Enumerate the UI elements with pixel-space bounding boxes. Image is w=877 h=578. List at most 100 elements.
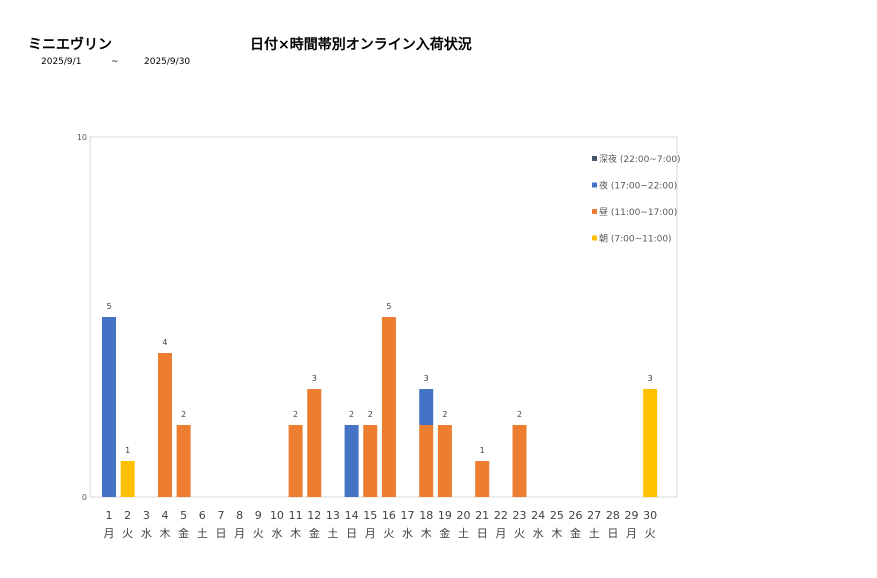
bar-segment xyxy=(363,425,378,497)
x-tick-label: 22 xyxy=(494,509,508,522)
x-weekday-label: 金 xyxy=(570,526,581,540)
x-weekday-label: 日 xyxy=(477,527,488,540)
legend-swatch xyxy=(592,235,597,241)
x-tick-label: 11 xyxy=(289,509,303,522)
data-label: 5 xyxy=(386,302,391,311)
x-weekday-label: 日 xyxy=(215,527,226,540)
chart-title: 日付×時間帯別オンライン入荷状況 xyxy=(250,37,472,53)
data-label: 5 xyxy=(106,302,111,311)
x-tick-label: 24 xyxy=(531,509,545,522)
date-to: 2025/9/30 xyxy=(144,57,191,67)
x-weekday-label: 火 xyxy=(514,527,525,540)
bar-segment xyxy=(307,389,322,497)
x-weekday-label: 木 xyxy=(159,527,170,540)
x-weekday-label: 火 xyxy=(645,527,656,540)
x-tick-label: 2 xyxy=(124,509,131,522)
x-weekday-label: 月 xyxy=(495,527,506,540)
x-weekday-label: 水 xyxy=(402,527,413,540)
x-weekday-label: 水 xyxy=(533,527,544,540)
x-weekday-label: 土 xyxy=(327,527,338,540)
x-tick-label: 23 xyxy=(513,509,527,522)
data-label: 2 xyxy=(442,410,447,419)
x-tick-label: 12 xyxy=(307,509,321,522)
x-weekday-label: 土 xyxy=(589,527,600,540)
x-weekday-label: 水 xyxy=(141,527,152,540)
bar-segment xyxy=(102,317,116,497)
x-weekday-label: 月 xyxy=(626,527,637,540)
x-tick-label: 28 xyxy=(606,509,620,522)
y-tick-label: 0 xyxy=(82,493,87,502)
bar-segment xyxy=(381,317,396,497)
x-tick-label: 17 xyxy=(401,509,415,522)
x-weekday-label: 日 xyxy=(607,527,618,540)
bar-segment xyxy=(419,425,434,497)
x-weekday-label: 日 xyxy=(346,527,357,540)
x-tick-label: 26 xyxy=(569,509,583,522)
x-weekday-label: 火 xyxy=(383,527,394,540)
x-tick-label: 18 xyxy=(419,509,433,522)
x-tick-label: 15 xyxy=(363,509,377,522)
x-tick-label: 5 xyxy=(180,509,187,522)
x-weekday-label: 火 xyxy=(253,527,264,540)
x-weekday-label: 金 xyxy=(178,526,189,540)
x-tick-label: 10 xyxy=(270,509,284,522)
data-label: 3 xyxy=(312,374,317,383)
x-weekday-label: 月 xyxy=(365,527,376,540)
legend-swatch xyxy=(592,182,597,188)
x-weekday-label: 土 xyxy=(197,527,208,540)
x-tick-label: 6 xyxy=(199,509,206,522)
date-separator: ~ xyxy=(111,57,119,67)
x-tick-label: 30 xyxy=(643,509,657,522)
bar-segment xyxy=(288,425,303,497)
data-label: 1 xyxy=(480,446,485,455)
x-weekday-label: 火 xyxy=(122,527,133,540)
data-label: 3 xyxy=(648,374,653,383)
x-tick-label: 14 xyxy=(345,509,359,522)
x-tick-label: 8 xyxy=(236,509,243,522)
x-weekday-label: 木 xyxy=(551,527,562,540)
y-tick-label: 10 xyxy=(77,133,87,142)
data-label: 2 xyxy=(293,410,298,419)
data-label: 3 xyxy=(424,374,429,383)
bar-segment xyxy=(437,425,452,497)
bar-segment xyxy=(475,461,490,497)
legend-label: 夜 (17:00~22:00) xyxy=(599,180,677,192)
data-label: 2 xyxy=(368,410,373,419)
bar-segment xyxy=(176,425,191,497)
legend-swatch xyxy=(592,209,597,214)
legend-swatch xyxy=(592,156,597,161)
x-weekday-label: 金 xyxy=(309,526,320,540)
bar-segment xyxy=(120,461,135,497)
x-tick-label: 9 xyxy=(255,509,262,522)
x-weekday-label: 月 xyxy=(104,527,115,540)
x-tick-label: 4 xyxy=(161,509,168,522)
date-from: 2025/9/1 xyxy=(41,57,82,67)
bar-segment xyxy=(643,389,658,497)
brand-name: ミニエヴリン xyxy=(28,37,112,53)
data-label: 1 xyxy=(125,446,130,455)
x-tick-label: 20 xyxy=(457,509,471,522)
x-weekday-label: 土 xyxy=(458,527,469,540)
x-weekday-label: 木 xyxy=(421,527,432,540)
x-weekday-label: 金 xyxy=(439,526,450,540)
bar-segment xyxy=(512,425,527,497)
x-tick-label: 21 xyxy=(475,509,489,522)
legend-label: 朝 (7:00~11:00) xyxy=(599,234,672,245)
x-tick-label: 19 xyxy=(438,509,452,522)
x-tick-label: 27 xyxy=(587,509,601,522)
x-tick-label: 7 xyxy=(217,509,224,522)
data-label: 4 xyxy=(162,338,167,347)
x-weekday-label: 月 xyxy=(234,527,245,540)
bar-segment xyxy=(344,425,359,497)
x-tick-label: 13 xyxy=(326,509,340,522)
x-tick-label: 29 xyxy=(624,509,638,522)
legend-label: 深夜 (22:00~7:00) xyxy=(599,153,681,165)
x-tick-label: 16 xyxy=(382,509,396,522)
x-tick-label: 25 xyxy=(550,509,564,522)
x-weekday-label: 木 xyxy=(290,527,301,540)
x-tick-label: 1 xyxy=(106,509,113,522)
legend-label: 昼 (11:00~17:00) xyxy=(599,207,677,218)
data-label: 2 xyxy=(181,410,186,419)
